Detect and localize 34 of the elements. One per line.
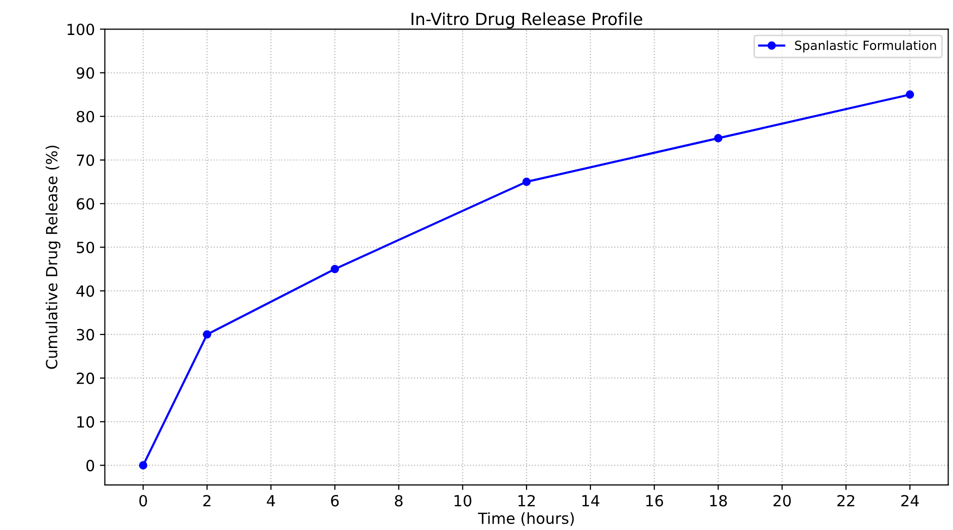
legend-label: Spanlastic Formulation bbox=[795, 40, 936, 52]
x-tick-label: 8 bbox=[394, 494, 403, 506]
x-tick-label: 18 bbox=[710, 494, 727, 506]
point bbox=[906, 90, 914, 99]
point bbox=[139, 461, 148, 470]
x-tick-label: 6 bbox=[331, 494, 339, 506]
y-axis-title: Cumulative Drug Release (%) bbox=[46, 146, 60, 369]
x-tick-label: 10 bbox=[454, 494, 472, 506]
y-tick-label: 60 bbox=[76, 198, 94, 210]
point bbox=[202, 330, 212, 339]
y-tick-label: 70 bbox=[76, 154, 94, 166]
x-tick-label: 4 bbox=[266, 495, 275, 506]
point bbox=[330, 264, 340, 274]
x-tick-label: 14 bbox=[582, 495, 600, 506]
y-tick-label: 0 bbox=[86, 460, 94, 472]
x-tick-label: 20 bbox=[774, 494, 791, 506]
x-tick-label: 24 bbox=[901, 494, 919, 506]
y-tick-label: 30 bbox=[76, 328, 94, 340]
x-tick-label: 22 bbox=[837, 494, 854, 506]
y-tick-label: 50 bbox=[76, 242, 94, 254]
chart-title: In-Vitro Drug Release Profile bbox=[412, 12, 642, 28]
y-tick-label: 100 bbox=[68, 24, 94, 36]
point bbox=[522, 178, 531, 186]
y-tick-label: 20 bbox=[76, 372, 94, 384]
y-tick-label: 40 bbox=[76, 285, 94, 297]
x-tick-label: 16 bbox=[646, 494, 664, 506]
y-tick-label: 90 bbox=[76, 67, 94, 79]
point bbox=[714, 134, 722, 142]
x-tick-label: 2 bbox=[203, 494, 210, 506]
x-tick-label: 12 bbox=[518, 494, 535, 506]
x-tick-label: 0 bbox=[139, 494, 148, 506]
y-tick-label: 10 bbox=[77, 416, 94, 428]
y-tick-label: 80 bbox=[76, 110, 94, 122]
x-axis-title: Time (hours) bbox=[478, 512, 574, 526]
